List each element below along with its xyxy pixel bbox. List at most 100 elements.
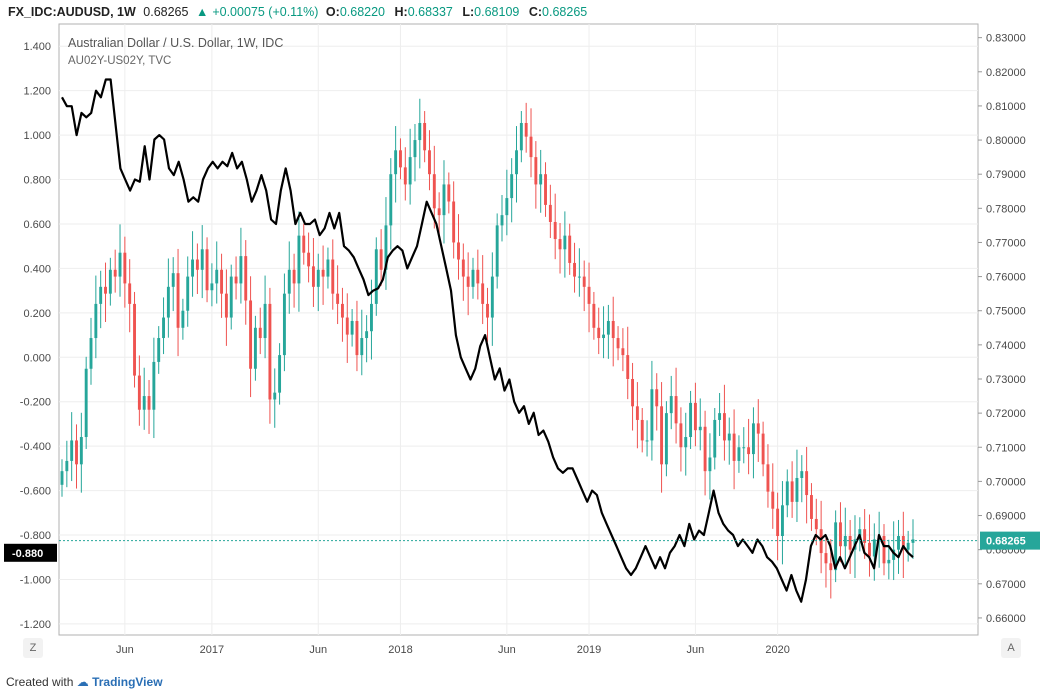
current-spread-tag (4, 543, 57, 562)
candle-body (761, 433, 765, 465)
candle-body (89, 338, 93, 369)
candle-body (606, 320, 610, 335)
candle-body (476, 269, 480, 284)
candle-body (65, 460, 69, 472)
candle (664, 401, 668, 477)
candle-body (829, 563, 833, 571)
right-axis-tick-label: 0.77000 (986, 237, 1026, 249)
candle (848, 519, 852, 574)
candle (292, 253, 296, 308)
right-price-axis[interactable]: 0.83000 0.82000 0.81000 0.80000 0.79000 0.780… (978, 33, 1026, 625)
candle (761, 421, 765, 477)
candle (698, 398, 702, 451)
time-axis[interactable]: Jun 2017 Jun 2018 Jun 2019 Jun 2020 (116, 644, 790, 656)
left-scale-button[interactable]: Z (23, 638, 43, 658)
right-axis-tick-label: 0.79000 (986, 169, 1026, 181)
candle-body (84, 368, 88, 438)
candle-body (471, 269, 475, 287)
legend-overlay-series[interactable]: AU02Y-US02Y, TVC (68, 55, 171, 67)
left-price-axis[interactable]: 1.400 1.200 1.000 0.800 0.600 0.400 0.200 0.000… (20, 41, 51, 631)
candle-body (94, 303, 98, 339)
candle (587, 262, 591, 333)
candle-body (452, 201, 456, 243)
candle (780, 481, 784, 565)
candle-body (171, 273, 175, 287)
candle (597, 307, 601, 355)
candle (65, 440, 69, 488)
candle (524, 102, 528, 153)
candle (805, 446, 809, 524)
candle-body (664, 413, 668, 465)
legend-main-series[interactable]: Australian Dollar / U.S. Dollar, 1W, IDC (68, 36, 283, 50)
candle-body (408, 157, 412, 185)
time-axis-tick-label: Jun (309, 644, 327, 656)
candle (229, 264, 233, 330)
candle-body (689, 402, 693, 438)
candle-body (650, 389, 654, 441)
candle-body (621, 348, 625, 356)
close-label: C: (528, 5, 543, 19)
candle (843, 507, 847, 567)
candle (336, 265, 340, 325)
right-scale-button[interactable]: A (1001, 638, 1021, 658)
candle (635, 382, 639, 449)
candle (471, 257, 475, 299)
candle (679, 407, 683, 472)
candle-body (805, 471, 809, 496)
candle (906, 530, 910, 562)
candle-body (220, 269, 224, 294)
candle-body (524, 122, 528, 137)
candle (360, 309, 364, 376)
candle-body (437, 208, 441, 216)
candle-body (505, 198, 509, 216)
candle-body (166, 286, 170, 318)
candle (558, 223, 562, 274)
candle (258, 307, 262, 355)
candle (307, 232, 311, 283)
candle-body (592, 303, 596, 328)
tradingview-link[interactable]: TradingView (92, 675, 163, 689)
candle-body (99, 286, 103, 304)
left-axis-tick-label: 0.800 (23, 175, 51, 187)
candle-body (394, 150, 398, 175)
left-axis-tick-label: 0.600 (23, 219, 51, 231)
candle-body (708, 457, 712, 472)
candle (447, 172, 451, 214)
left-axis-tick-label: -0.400 (20, 441, 51, 453)
current-spread-tag-label: -0.880 (12, 548, 43, 560)
candle (834, 510, 838, 583)
candle (747, 418, 751, 475)
candle (195, 243, 199, 295)
candle (689, 390, 693, 449)
candle (108, 257, 112, 306)
right-axis-tick-label: 0.76000 (986, 272, 1026, 284)
candle (239, 227, 243, 304)
candle-body (834, 522, 838, 571)
candle (186, 256, 190, 327)
candle (423, 111, 427, 163)
time-axis-tick-label: Jun (687, 644, 705, 656)
candle-body (703, 426, 707, 472)
candle-body (360, 338, 364, 356)
candle-body (384, 225, 388, 270)
candle (268, 287, 272, 424)
candle-body (568, 235, 572, 263)
candle-body (128, 283, 132, 304)
candle-body (447, 184, 451, 202)
spread-line-series (61, 78, 914, 603)
candle (152, 337, 156, 439)
up-arrow-icon: ▲ (195, 5, 209, 19)
candle (674, 367, 678, 444)
candle-body (123, 252, 127, 284)
symbol-label[interactable]: FX_IDC:AUDUSD, 1W (8, 5, 136, 19)
candle (640, 408, 644, 453)
candle-body (839, 522, 842, 547)
candle (273, 368, 277, 428)
candle-body (887, 559, 891, 564)
candle (302, 223, 306, 265)
time-axis-tick-label: Jun (498, 644, 516, 656)
candle (785, 469, 789, 518)
candle (355, 300, 359, 372)
candle-body (780, 505, 784, 537)
